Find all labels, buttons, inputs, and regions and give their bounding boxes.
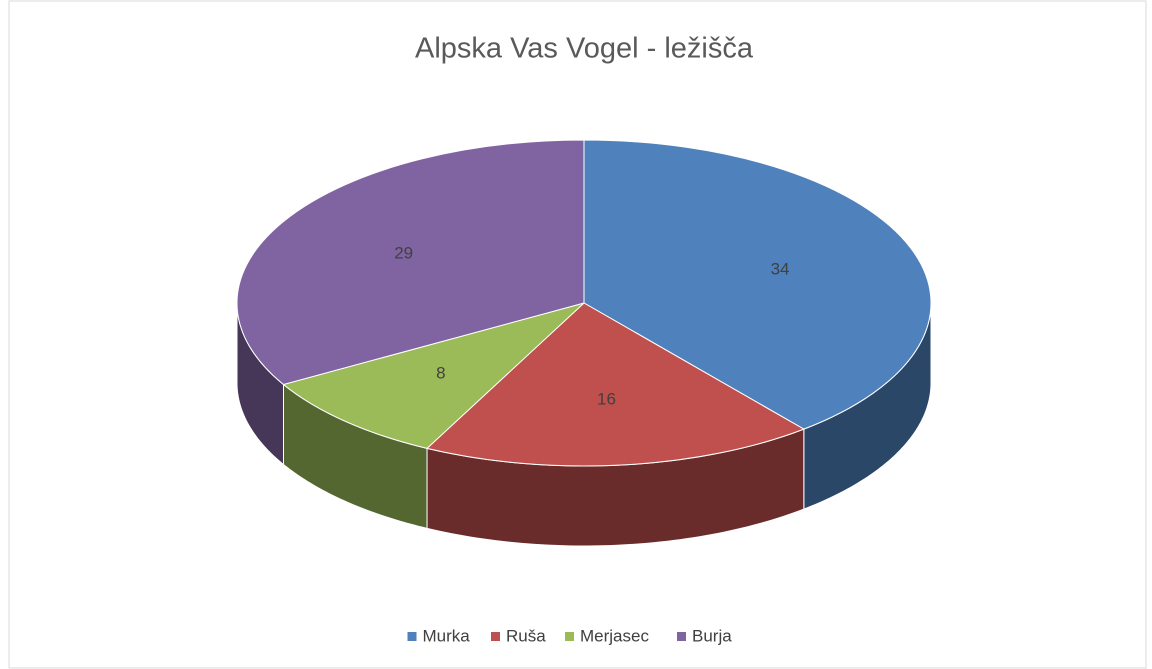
slice [236, 139, 585, 386]
chart-title: Alpska Vas Vogel - ležišča [415, 33, 754, 65]
data-label: 8 [436, 363, 445, 382]
legend-label: Ruša [506, 626, 546, 645]
data-label: 34 [771, 260, 790, 279]
legend-label: Merjasec [580, 626, 649, 645]
legend-swatch [491, 632, 500, 641]
slice [282, 302, 585, 449]
legend-label: Burja [692, 626, 732, 645]
slice [425, 302, 805, 467]
legend-label: Murka [423, 626, 471, 645]
slice [583, 139, 932, 430]
legend-swatch [677, 632, 686, 641]
data-label: 16 [597, 390, 616, 409]
legend-swatch [407, 632, 417, 641]
data-label: 29 [394, 244, 413, 263]
legend-swatch [565, 632, 574, 641]
